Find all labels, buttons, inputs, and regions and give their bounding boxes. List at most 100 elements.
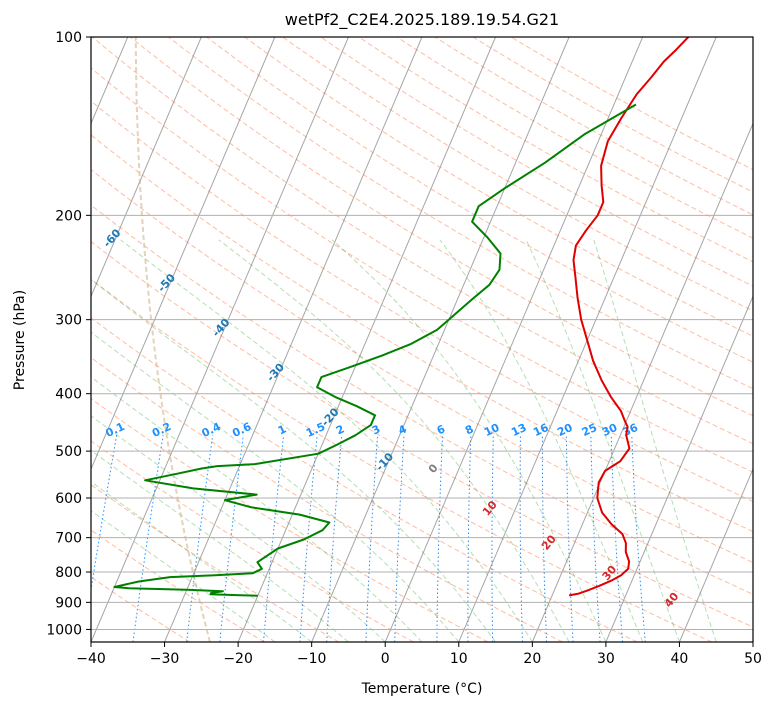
mixing-ratio-label: 36	[621, 421, 641, 439]
dry-adiabat-label: -50	[155, 271, 178, 295]
dry-adiabat-label: -80	[0, 137, 15, 161]
y-tick-label: 500	[55, 444, 82, 460]
moist-adiabat-label: 30	[600, 563, 620, 583]
dry-adiabat-line	[168, 37, 753, 390]
isotherm-line	[531, 122, 753, 642]
x-tick-label: 0	[381, 651, 390, 667]
x-axis-ticks: −40 −30 −20 −10 0 10 20 30 40 50	[76, 642, 762, 667]
mixing-ratio-line	[91, 435, 118, 593]
x-tick-label: 30	[597, 651, 615, 667]
skewed-isotherms	[91, 37, 753, 642]
dewpoint-profile-line	[113, 103, 637, 597]
dry-adiabat-line	[206, 37, 753, 363]
x-tick-label: 10	[450, 651, 468, 667]
mixing-ratio-label: 25	[580, 421, 599, 439]
dry-adiabat-line	[91, 37, 753, 445]
dry-adiabat-line	[130, 37, 753, 417]
dry-adiabat-label: -70	[46, 181, 69, 205]
mixing-ratio-line	[590, 435, 601, 642]
dry-adiabat-line	[91, 204, 753, 595]
mixing-ratio-line	[541, 435, 548, 642]
mixing-ratio-label: 2	[334, 423, 346, 438]
dry-adiabat-line	[91, 67, 753, 473]
dry-adiabat-line	[91, 576, 190, 642]
dry-adiabat-line	[91, 440, 414, 642]
mixing-ratio-label: 10	[482, 421, 502, 439]
y-tick-label: 100	[55, 30, 82, 46]
dry-adiabat-line	[91, 134, 753, 533]
isotherm-line	[91, 37, 349, 642]
mixing-ratio-label: 13	[509, 421, 528, 439]
x-tick-label: −20	[223, 651, 253, 667]
mixing-ratio-label: 1	[276, 423, 288, 438]
x-tick-label: −10	[297, 651, 327, 667]
y-axis-label: Pressure (hPa)	[12, 290, 28, 390]
temperature-profile-line	[568, 37, 691, 597]
mixing-ratio-lines	[91, 435, 646, 642]
y-tick-label: 700	[55, 531, 82, 547]
pressure-gridlines	[91, 37, 753, 630]
moist-adiabat-line	[91, 415, 386, 642]
reference-curve-line	[134, 37, 211, 642]
dry-adiabat-line	[91, 484, 340, 642]
dry-adiabat-line	[396, 37, 753, 239]
mixing-ratio-line	[299, 435, 318, 642]
y-tick-label: 800	[55, 565, 82, 581]
dry-adiabat-line	[282, 37, 753, 312]
plot-frame	[90, 36, 754, 643]
moist-adiabat-label: 0	[426, 461, 441, 475]
x-tick-label: 40	[671, 651, 689, 667]
moist-adiabat-line	[525, 239, 680, 642]
moist-adiabat-label: 20	[539, 532, 559, 552]
moist-adiabat-line	[218, 239, 570, 642]
dry-adiabat-line	[91, 529, 265, 642]
mixing-ratio-line	[132, 435, 164, 642]
dry-adiabat-line	[91, 356, 563, 642]
isotherm-line	[311, 37, 570, 642]
dry-adiabat-line	[91, 240, 753, 628]
mixing-ratio-line	[467, 435, 472, 642]
mixing-ratio-label: 30	[600, 421, 620, 439]
moist-adiabat-line	[593, 239, 717, 642]
moist-adiabat-line	[91, 278, 496, 642]
y-tick-label: 300	[55, 313, 82, 329]
dry-adiabat-line	[91, 398, 489, 642]
profile-lines	[113, 37, 691, 597]
mixing-ratio-line	[394, 435, 405, 642]
reference-curve	[134, 37, 211, 642]
dry-adiabat-line	[244, 37, 753, 337]
y-axis-ticks: 100 200 300 400 500 600 700 800 900 1000	[46, 30, 91, 638]
moist-adiabat-line	[331, 239, 607, 642]
mixing-ratio-line	[610, 435, 624, 642]
moist-adiabat-line	[91, 376, 423, 642]
mixing-ratio-label: 0.4	[200, 420, 223, 440]
mixing-ratio-line	[219, 435, 244, 642]
moist-adiabat-line	[91, 480, 312, 642]
x-tick-label: 50	[744, 651, 762, 667]
isotherm-line	[752, 640, 753, 642]
dry-adiabat-line	[91, 168, 753, 564]
moist-adiabat-line	[439, 239, 644, 642]
mixing-ratio-line	[519, 435, 523, 642]
moist-adiabats	[91, 239, 717, 642]
mixing-ratio-line	[631, 435, 646, 642]
mixing-ratio-line	[565, 435, 574, 642]
mixing-ratio-line	[491, 435, 494, 642]
mixing-ratio-line	[263, 435, 285, 642]
mixing-ratio-line	[436, 435, 443, 642]
isotherm-line	[678, 467, 753, 642]
mixing-ratio-label: 6	[435, 422, 448, 437]
isotherm-line	[605, 295, 753, 642]
dry-adiabat-line	[91, 317, 638, 642]
dry-adiabat-label: -30	[264, 360, 287, 384]
x-tick-label: −30	[150, 651, 180, 667]
dry-adiabat-label: -60	[101, 226, 124, 250]
dry-adiabats	[91, 37, 753, 642]
dry-adiabat-line	[358, 37, 753, 263]
x-tick-label: 20	[523, 651, 541, 667]
mixing-ratio-line	[326, 435, 343, 642]
mixing-ratio-label: 20	[555, 421, 575, 439]
mixing-ratio-line	[365, 435, 379, 642]
y-tick-label: 400	[55, 387, 82, 403]
